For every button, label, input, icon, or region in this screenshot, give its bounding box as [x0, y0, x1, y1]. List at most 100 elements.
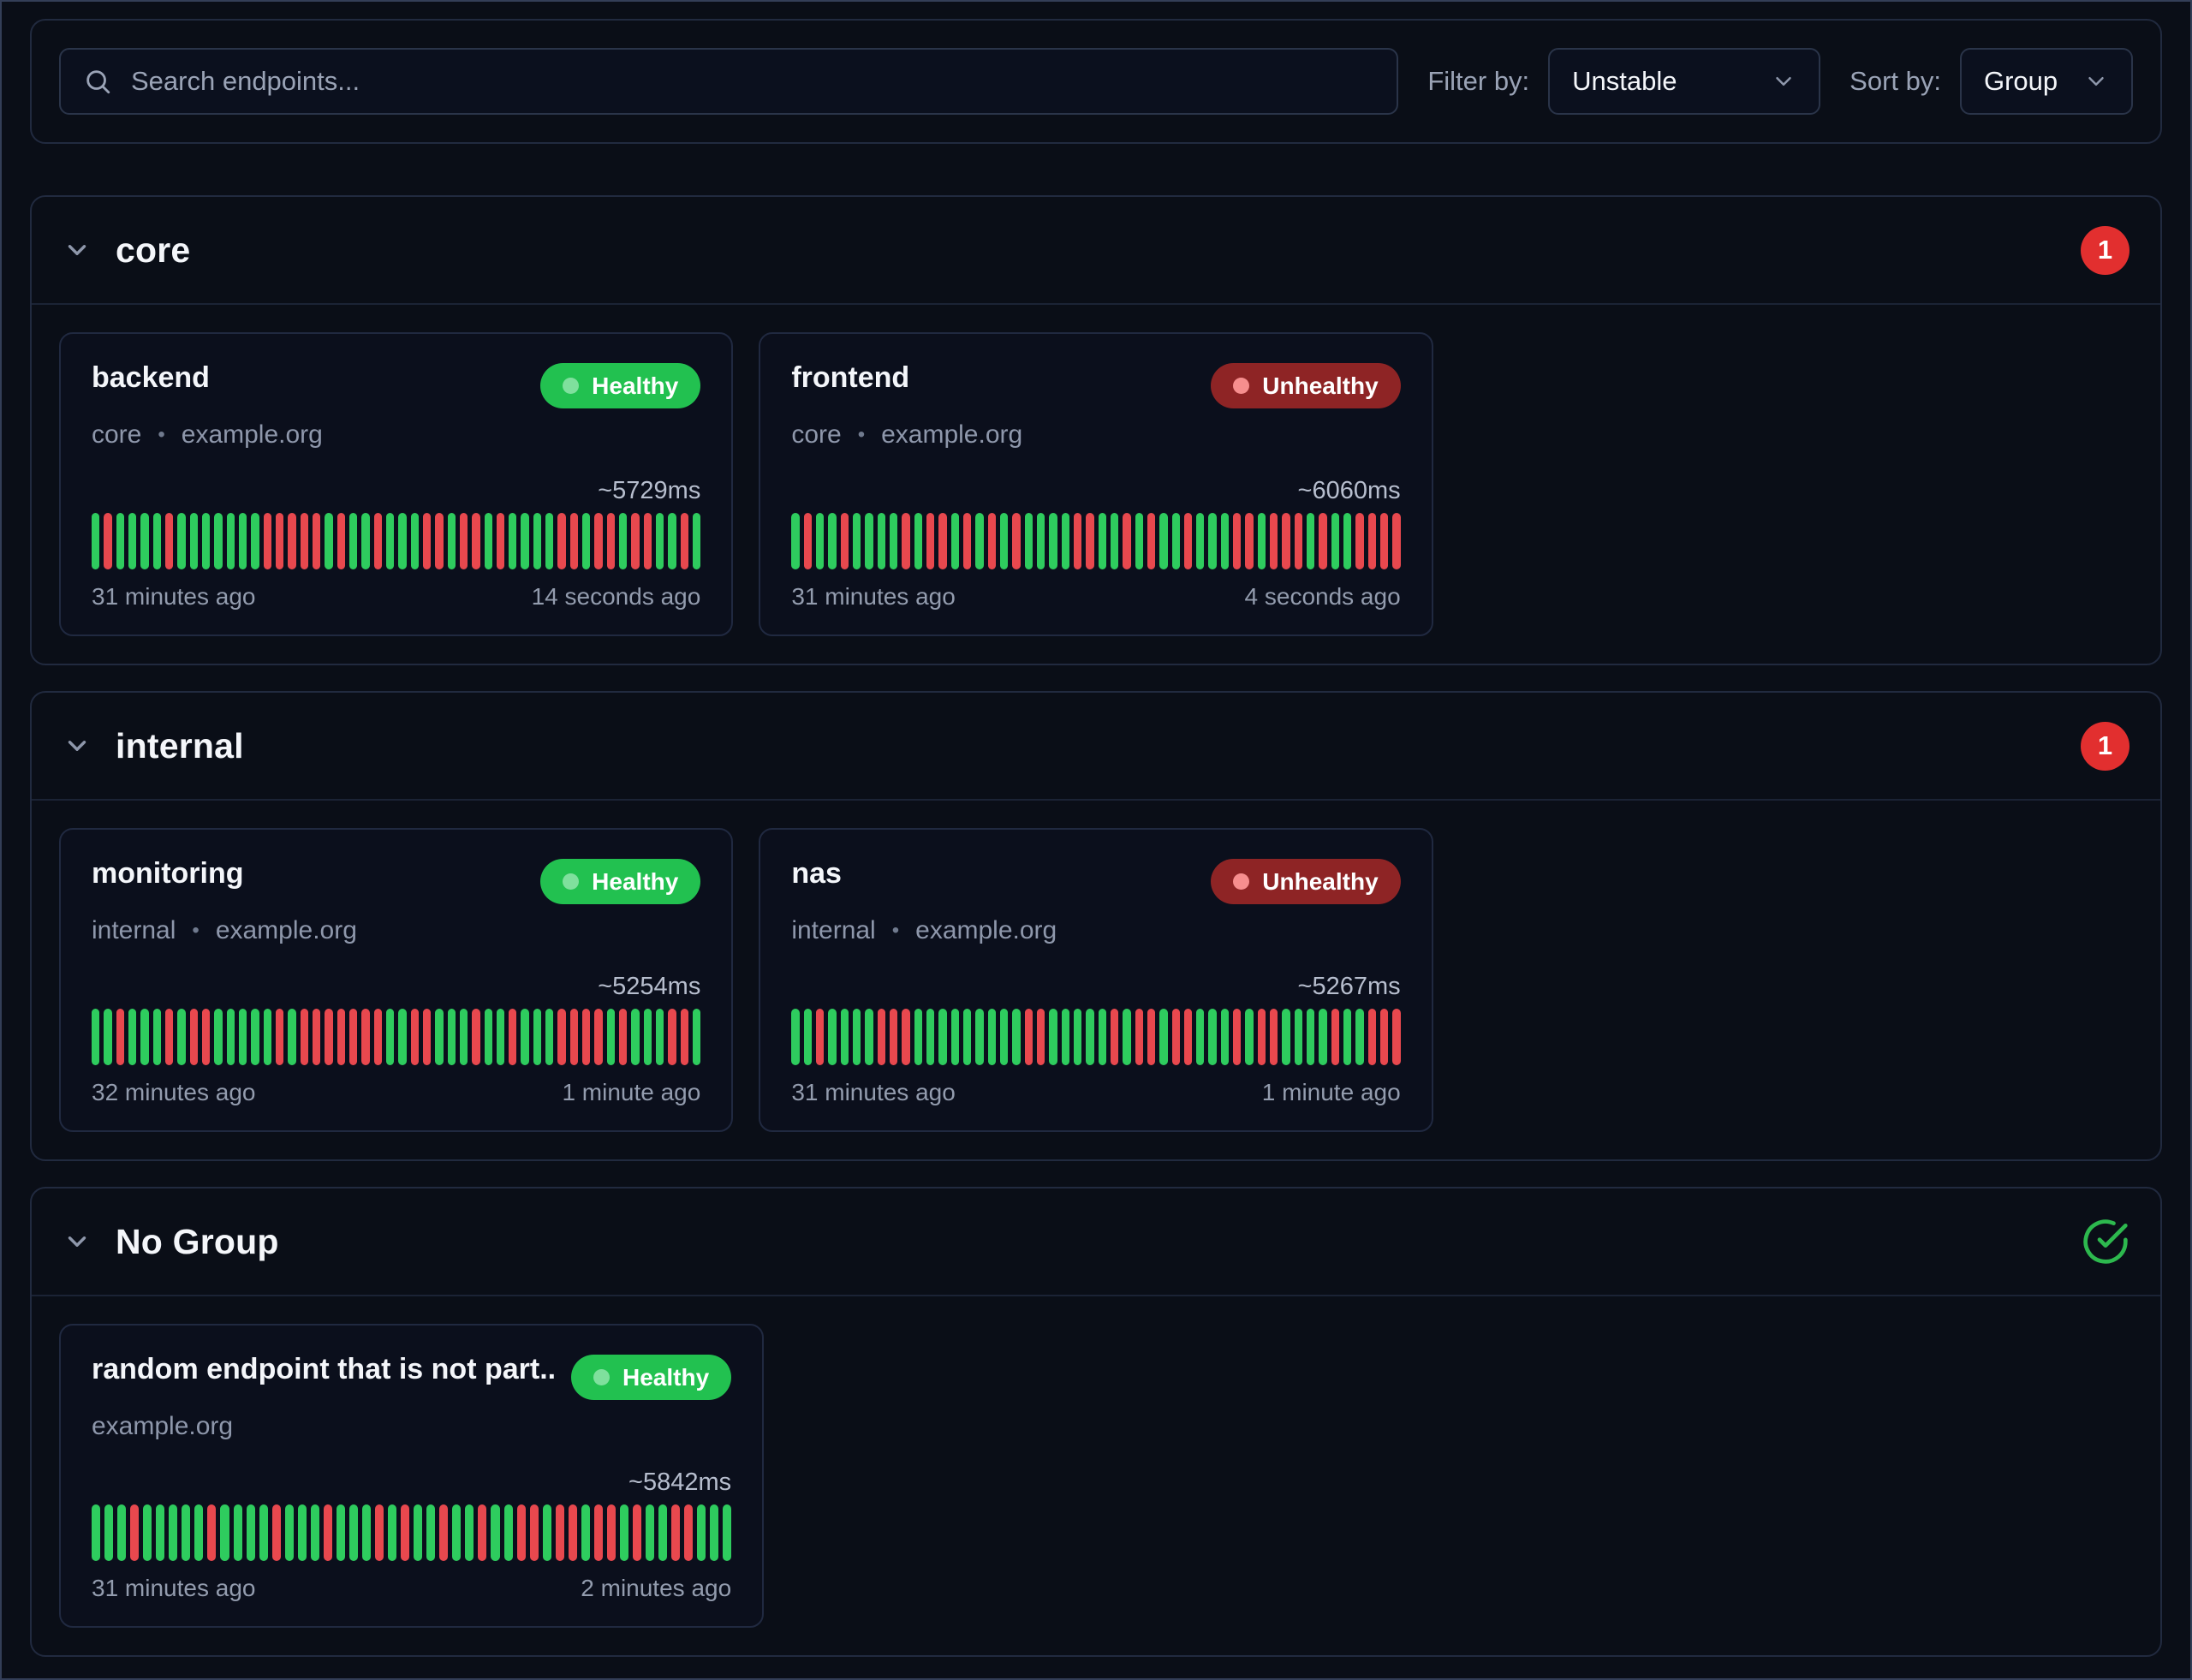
group-header-internal[interactable]: internal 1 — [32, 693, 2160, 801]
health-bar-failure — [375, 1504, 384, 1561]
uptime-history-bars — [92, 1009, 701, 1065]
endpoint-card-monitoring[interactable]: monitoring Healthy internal • example.or… — [59, 828, 734, 1132]
health-bar-success — [414, 1504, 423, 1561]
uptime-history-bars — [92, 513, 701, 569]
health-bar-failure — [401, 1504, 410, 1561]
endpoint-name: random endpoint that is not part... — [92, 1353, 554, 1385]
health-bar-failure — [201, 1009, 211, 1065]
all-healthy-check-icon — [2082, 1218, 2129, 1266]
health-bar-success — [509, 513, 517, 569]
health-bar-success — [128, 1009, 137, 1065]
search-input[interactable] — [131, 66, 1375, 97]
endpoint-card-frontend[interactable]: frontend Unhealthy core • example.org ~6… — [759, 332, 1433, 636]
health-bar-failure — [555, 1504, 564, 1561]
health-bar-failure — [632, 1504, 642, 1561]
health-bar-success — [619, 513, 628, 569]
health-bar-success — [828, 1009, 837, 1065]
health-bar-success — [201, 513, 211, 569]
health-bar-success — [542, 1504, 551, 1561]
health-bar-failure — [643, 513, 652, 569]
health-bar-success — [182, 1504, 191, 1561]
search-box[interactable] — [59, 48, 1399, 115]
health-bar-success — [962, 1009, 972, 1065]
health-bar-success — [693, 513, 701, 569]
health-bar-success — [92, 1009, 100, 1065]
sort-select[interactable]: Group — [1960, 48, 2133, 115]
health-bar-failure — [439, 1504, 449, 1561]
dot-separator: • — [891, 919, 900, 942]
health-bar-failure — [1392, 513, 1401, 569]
health-bar-failure — [516, 1504, 526, 1561]
health-bar-success — [521, 513, 529, 569]
status-badge: Healthy — [571, 1355, 732, 1400]
health-bar-failure — [1086, 513, 1094, 569]
health-bar-success — [156, 1504, 165, 1561]
health-bar-failure — [1367, 1009, 1377, 1065]
group-header-no-group[interactable]: No Group — [32, 1189, 2160, 1296]
health-bar-success — [710, 1504, 719, 1561]
chevron-down-icon — [63, 731, 92, 760]
health-bar-failure — [594, 513, 603, 569]
health-bar-failure — [902, 1009, 910, 1065]
health-bar-success — [533, 513, 542, 569]
health-bar-failure — [1270, 513, 1278, 569]
health-bar-failure — [1073, 513, 1082, 569]
health-bar-success — [263, 1009, 271, 1065]
health-bar-success — [1159, 513, 1168, 569]
health-bar-success — [987, 1009, 996, 1065]
health-bar-success — [1049, 513, 1057, 569]
health-bar-failure — [1257, 1009, 1266, 1065]
health-bar-success — [938, 1009, 947, 1065]
health-bar-success — [815, 513, 825, 569]
health-bar-success — [656, 1009, 664, 1065]
health-bar-failure — [312, 513, 321, 569]
health-bar-success — [950, 513, 959, 569]
health-bar-success — [975, 1009, 984, 1065]
health-bar-success — [791, 1009, 800, 1065]
health-bar-success — [1331, 513, 1340, 569]
health-bar-success — [999, 513, 1009, 569]
health-bar-failure — [1319, 513, 1327, 569]
health-bar-failure — [288, 513, 296, 569]
health-bar-failure — [938, 513, 947, 569]
endpoint-card-nas[interactable]: nas Unhealthy internal • example.org ~52… — [759, 828, 1433, 1132]
health-bar-failure — [606, 513, 616, 569]
status-dot-icon — [563, 873, 580, 890]
health-bar-success — [251, 1009, 259, 1065]
filter-select[interactable]: Unstable — [1548, 48, 1821, 115]
health-bar-success — [361, 1504, 372, 1561]
health-bar-success — [1355, 1009, 1364, 1065]
health-bar-success — [140, 513, 149, 569]
health-bar-failure — [116, 1009, 124, 1065]
group-body: random endpoint that is not part... Heal… — [32, 1296, 2160, 1655]
health-bar-success — [104, 1504, 114, 1561]
history-oldest-timestamp: 31 minutes ago — [92, 1575, 256, 1601]
health-bar-failure — [300, 1009, 308, 1065]
group-body: backend Healthy core • example.org ~5729… — [32, 305, 2160, 664]
health-bar-failure — [1147, 1009, 1156, 1065]
history-oldest-timestamp: 31 minutes ago — [791, 583, 956, 610]
health-bar-failure — [422, 513, 432, 569]
health-bar-failure — [348, 1009, 358, 1065]
health-bar-failure — [189, 1009, 198, 1065]
health-bar-success — [533, 1009, 542, 1065]
health-bar-failure — [557, 513, 566, 569]
endpoint-card-backend[interactable]: backend Healthy core • example.org ~5729… — [59, 332, 734, 636]
health-bar-success — [1073, 1009, 1082, 1065]
health-bar-success — [128, 513, 137, 569]
endpoint-card-random[interactable]: random endpoint that is not part... Heal… — [59, 1324, 765, 1628]
health-bar-failure — [1355, 513, 1364, 569]
uptime-history-bars — [92, 1504, 732, 1561]
health-bar-success — [1135, 513, 1143, 569]
health-bar-failure — [361, 1009, 370, 1065]
health-bar-failure — [271, 1504, 281, 1561]
health-bar-failure — [1147, 513, 1156, 569]
health-bar-success — [177, 513, 186, 569]
health-bar-success — [152, 1009, 161, 1065]
health-bar-success — [177, 1009, 186, 1065]
group-header-core[interactable]: core 1 — [32, 197, 2160, 305]
health-bar-success — [459, 1009, 468, 1065]
health-bar-failure — [582, 1009, 591, 1065]
health-bar-failure — [1294, 513, 1303, 569]
